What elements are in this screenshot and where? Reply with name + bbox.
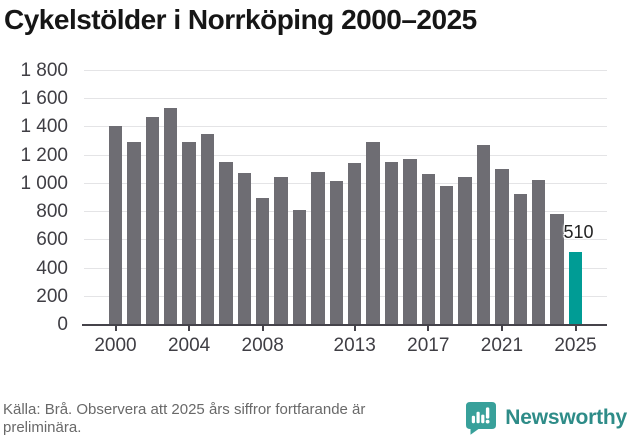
bar-2012 [329, 181, 344, 324]
bar-2009 [274, 177, 288, 324]
y-tick-label-800: 800 [36, 201, 68, 223]
x-tick-label-2021: 2021 [480, 335, 524, 356]
bar-2016 [403, 158, 417, 324]
bar-2025 [568, 252, 583, 324]
bar-2017 [421, 174, 436, 324]
bar-2013 [347, 163, 362, 324]
bar-2010 [292, 209, 307, 324]
gridline-1400 [84, 126, 607, 128]
x-axis-line [82, 324, 607, 326]
highlight-value-label: 510 [563, 222, 594, 243]
y-tick-label-1200: 1 200 [20, 144, 68, 166]
gridline-400 [84, 267, 607, 269]
source-note: Källa: Brå. Observera att 2025 års siffr… [3, 401, 366, 437]
y-tick-label-1400: 1 400 [20, 116, 68, 138]
bar-2001 [127, 141, 141, 324]
x-tick-2004 [188, 325, 191, 331]
y-axis-labels: 0 200 400 600 800 1 000 1 200 1 400 1 600 1 800 [0, 61, 70, 335]
x-tick-label-2000: 2000 [94, 335, 137, 356]
bar-2014 [366, 141, 380, 324]
y-tick-label-400: 400 [36, 257, 68, 279]
x-tick-label-2013: 2013 [333, 335, 376, 356]
bar-2006 [219, 161, 233, 324]
bar-2004 [182, 141, 196, 324]
x-tick-2013 [353, 325, 356, 331]
x-tick-label-2017: 2017 [407, 335, 450, 356]
x-tick-label-2008: 2008 [241, 335, 284, 356]
bar-2023 [531, 180, 546, 324]
x-tick-2021 [500, 325, 503, 331]
bar-2018 [439, 185, 454, 324]
gridline-200 [84, 295, 607, 297]
x-tick-label-2025: 2025 [554, 335, 597, 356]
y-tick-label-200: 200 [36, 285, 68, 307]
newsworthy-brand-name: Newsworthy [505, 406, 627, 429]
chart-title: Cykelstölder i Norrköping 2000–2025 [4, 4, 477, 35]
bar-2015 [384, 161, 399, 324]
bar-2021 [495, 168, 509, 324]
y-tick-label-600: 600 [36, 229, 68, 251]
bar-2020 [476, 144, 491, 324]
newsworthy-icon [465, 401, 497, 435]
x-tick-2025 [574, 325, 577, 331]
y-tick-label-1000: 1 000 [20, 172, 68, 194]
bar-2007 [237, 173, 252, 324]
bar-2003 [163, 108, 178, 324]
gridline-600 [84, 239, 607, 241]
plot-area: 2000 2004 2008 2013 2017 2021 2025 510 [82, 70, 607, 356]
x-tick-2017 [427, 325, 430, 331]
y-tick-label-1600: 1 600 [20, 88, 68, 110]
y-tick-label-0: 0 [57, 314, 68, 335]
bar-2011 [311, 171, 325, 324]
bar-2000 [108, 126, 123, 324]
x-tick-2008 [261, 325, 264, 331]
bar-2024 [550, 213, 564, 324]
gridline-1000 [84, 182, 607, 184]
x-tick-2000 [114, 325, 117, 331]
bar-2008 [255, 198, 270, 324]
gridline-800 [84, 211, 607, 213]
bar-2005 [200, 133, 215, 324]
gridline-1600 [84, 98, 607, 100]
newsworthy-logo[interactable]: Newsworthy [465, 401, 627, 435]
gridline-1800 [84, 70, 607, 71]
x-tick-label-2004: 2004 [167, 335, 211, 356]
bar-2002 [145, 116, 160, 324]
bar-2019 [458, 177, 472, 324]
y-tick-label-1800: 1 800 [20, 60, 68, 81]
bar-2022 [513, 194, 528, 324]
gridline-1200 [84, 154, 607, 156]
